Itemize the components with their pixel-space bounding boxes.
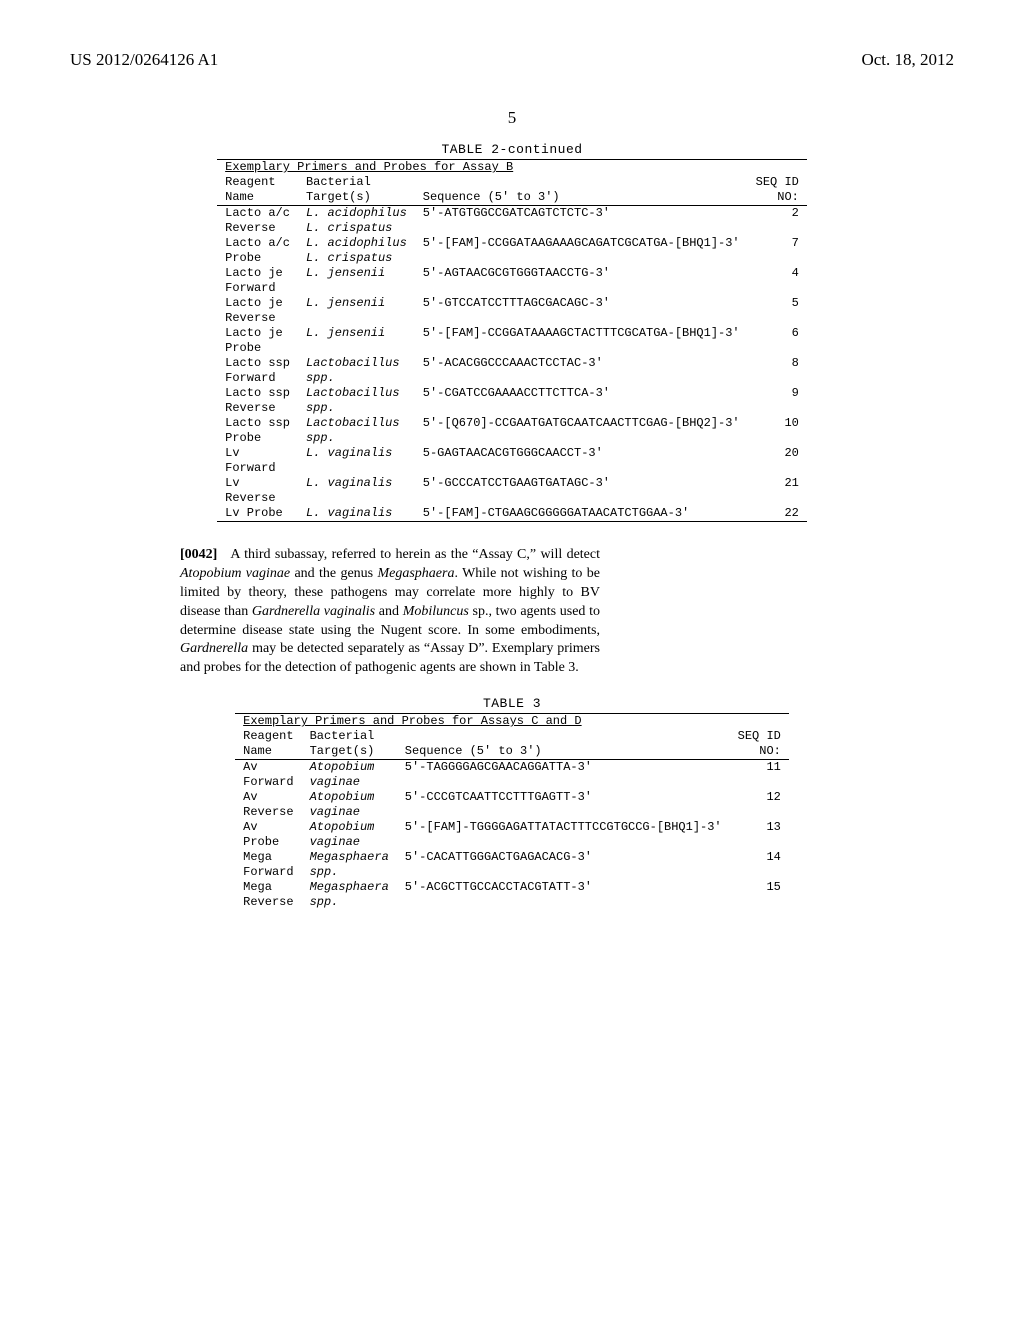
table3-title: TABLE 3 xyxy=(70,696,954,711)
col-reagent-b: Name xyxy=(217,190,298,206)
table-row: ProbeL. crispatus xyxy=(217,251,807,266)
table-row: LvL. vaginalis5'-GCCCATCCTGAAGTGATAGC-3'… xyxy=(217,476,807,491)
table-row: Reversevaginae xyxy=(235,805,789,820)
col-reagent-a: Reagent xyxy=(217,175,298,190)
col-target-a: Bacterial xyxy=(298,175,415,190)
para-num: [0042] xyxy=(180,547,217,562)
col-target-b: Target(s) xyxy=(302,744,397,760)
table3: Exemplary Primers and Probes for Assays … xyxy=(235,713,789,910)
table-row: Forward xyxy=(217,281,807,296)
table-row: Lacto sspLactobacillus5'-ACACGGCCCAAACTC… xyxy=(217,356,807,371)
table-row: Lacto sspLactobacillus5'-[Q670]-CCGAATGA… xyxy=(217,416,807,431)
table-row: Reverse xyxy=(217,311,807,326)
table2: Exemplary Primers and Probes for Assay B… xyxy=(217,159,807,522)
col-reagent-b: Name xyxy=(235,744,301,760)
col-sequence: Sequence (5' to 3') xyxy=(397,744,730,760)
col-reagent-a: Reagent xyxy=(235,729,301,744)
table-row: Reverse xyxy=(217,491,807,506)
table-row: Lacto jeL. jensenii5'-GTCCATCCTTTAGCGACA… xyxy=(217,296,807,311)
table-row: LvL. vaginalis5-GAGTAACACGTGGGCAACCT-3'2… xyxy=(217,446,807,461)
table-row: Probespp. xyxy=(217,431,807,446)
table-row: MegaMegasphaera5'-CACATTGGGACTGAGACACG-3… xyxy=(235,850,789,865)
col-seqid-b: NO: xyxy=(730,744,789,760)
col-target-a: Bacterial xyxy=(302,729,397,744)
table-row: Lacto jeL. jensenii5'-AGTAACGCGTGGGTAACC… xyxy=(217,266,807,281)
paragraph-0042: [0042] A third subassay, referred to her… xyxy=(180,546,600,678)
table2-caption: Exemplary Primers and Probes for Assay B xyxy=(217,160,807,176)
table-row: AvAtopobium5'-[FAM]-TGGGGAGATTATACTTTCCG… xyxy=(235,820,789,835)
page-header: US 2012/0264126 A1 Oct. 18, 2012 xyxy=(70,50,954,70)
table-row: Forwardvaginae xyxy=(235,775,789,790)
table-row: AvAtopobium5'-CCCGTCAATTCCTTTGAGTT-3'12 xyxy=(235,790,789,805)
table-row: Reversespp. xyxy=(217,401,807,416)
publication-date: Oct. 18, 2012 xyxy=(861,50,954,70)
table-row: Reversespp. xyxy=(235,895,789,910)
table-row: ReverseL. crispatus xyxy=(217,221,807,236)
table-row: Lacto a/cL. acidophilus5'-ATGTGGCCGATCAG… xyxy=(217,206,807,222)
col-target-b: Target(s) xyxy=(298,190,415,206)
table-row: Forwardspp. xyxy=(235,865,789,880)
table-row: Lacto jeL. jensenii5'-[FAM]-CCGGATAAAAGC… xyxy=(217,326,807,341)
table-row: MegaMegasphaera5'-ACGCTTGCCACCTACGTATT-3… xyxy=(235,880,789,895)
publication-number: US 2012/0264126 A1 xyxy=(70,50,218,70)
page-number: 5 xyxy=(70,108,954,128)
col-seqid-b: NO: xyxy=(748,190,807,206)
table-row: Lacto a/cL. acidophilus5'-[FAM]-CCGGATAA… xyxy=(217,236,807,251)
table-row: Forwardspp. xyxy=(217,371,807,386)
col-seqid-a: SEQ ID xyxy=(748,175,807,190)
col-sequence: Sequence (5' to 3') xyxy=(415,190,748,206)
table-row: Lv ProbeL. vaginalis5'-[FAM]-CTGAAGCGGGG… xyxy=(217,506,807,522)
table3-caption: Exemplary Primers and Probes for Assays … xyxy=(235,714,789,730)
table-row: Probe xyxy=(217,341,807,356)
table-row: Probevaginae xyxy=(235,835,789,850)
table-row: Forward xyxy=(217,461,807,476)
table-row: AvAtopobium5'-TAGGGGAGCGAACAGGATTA-3'11 xyxy=(235,760,789,776)
col-seqid-a: SEQ ID xyxy=(730,729,789,744)
table-row: Lacto sspLactobacillus5'-CGATCCGAAAACCTT… xyxy=(217,386,807,401)
table2-title: TABLE 2-continued xyxy=(70,142,954,157)
